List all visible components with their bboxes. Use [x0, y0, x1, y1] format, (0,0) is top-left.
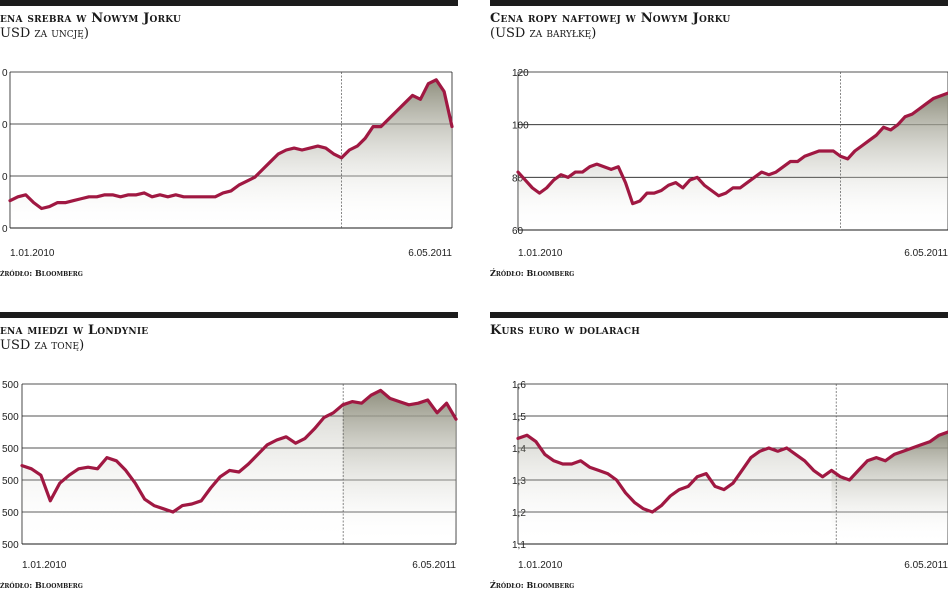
chart-plot: 0 0 0 0 1.01.2010 6.05.2011	[2, 68, 454, 259]
chart-title: ena srebra w Nowym Jorku	[0, 11, 182, 26]
series-area	[831, 432, 948, 544]
y-tick-label: 0	[2, 224, 8, 235]
chart-panel-oil: Cena ropy naftowej w Nowym Jorku (USD za…	[490, 0, 948, 290]
y-tick-label: 500	[2, 476, 19, 487]
y-tick-label: 0	[2, 68, 8, 79]
panel-top-rule	[490, 312, 948, 318]
chart-title: Kurs euro w dolarach	[490, 323, 640, 338]
y-tick-label: 500	[2, 508, 19, 519]
series-area-early	[10, 146, 342, 228]
y-tick-label: 1,1	[512, 540, 526, 551]
series-line	[8, 78, 454, 211]
y-tick-label: 500	[2, 380, 19, 391]
x-tick-label: 1.01.2010	[22, 560, 67, 571]
series-area-early	[518, 435, 832, 544]
series-area	[342, 390, 456, 544]
series-line	[20, 388, 458, 514]
chart-subtitle: (USD za baryłkę)	[490, 26, 597, 41]
y-tick-label: 120	[512, 68, 529, 79]
series-area	[341, 79, 452, 228]
series-line	[516, 430, 948, 514]
y-tick-label: 500	[2, 412, 19, 423]
chart-source: Źródło: Bloomberg	[490, 268, 575, 278]
chart-subtitle: USD za tonę)	[0, 338, 85, 353]
x-tick-label: 1.01.2010	[10, 248, 55, 259]
chart-plot: 1,11,21,31,41,51,61.01.2010 6.05.2011	[512, 380, 948, 571]
y-tick-label: 60	[512, 226, 524, 237]
y-tick-label: 0	[2, 172, 8, 183]
chart-subtitle: USD za uncję)	[0, 26, 89, 41]
chart-source: źródło: Bloomberg	[0, 268, 83, 278]
chart-panel-silver: ena srebra w Nowym Jorku USD za uncję) 0…	[0, 0, 458, 290]
chart-title: Cena ropy naftowej w Nowym Jorku	[490, 11, 731, 26]
x-tick-label: 6.05.2011	[904, 248, 948, 259]
chart-panel-copper: ena miedzi w Londynie USD za tonę) 500 50…	[0, 312, 458, 593]
panel-top-rule	[490, 0, 948, 6]
y-tick-label: 500	[2, 444, 19, 455]
y-tick-label: 1,5	[512, 412, 526, 423]
series-area-early	[22, 404, 343, 544]
y-tick-label: 1,6	[512, 380, 526, 391]
x-tick-label: 6.05.2011	[904, 560, 948, 571]
chart-title: ena miedzi w Londynie	[0, 323, 149, 338]
chart-source: Źródło: Bloomberg	[490, 580, 575, 590]
y-tick-label: 100	[512, 121, 529, 132]
series-line	[516, 91, 948, 206]
series-area	[840, 93, 948, 230]
panel-top-rule	[0, 0, 458, 6]
y-tick-label: 500	[2, 540, 19, 551]
chart-panel-eurusd: Kurs euro w dolarach 1,1 1,2 1,3 1,4 1,5 1,6 1…	[490, 312, 948, 593]
x-tick-label: 6.05.2011	[408, 248, 452, 259]
x-tick-label: 1.01.2010	[518, 248, 563, 259]
y-tick-label: 0	[2, 120, 8, 131]
series-area-early	[518, 151, 841, 230]
chart-source: źródło: Bloomberg	[0, 580, 83, 590]
x-tick-label: 6.05.2011	[412, 560, 456, 571]
x-tick-label: 1.01.2010	[518, 560, 563, 571]
panel-top-rule	[0, 312, 458, 318]
